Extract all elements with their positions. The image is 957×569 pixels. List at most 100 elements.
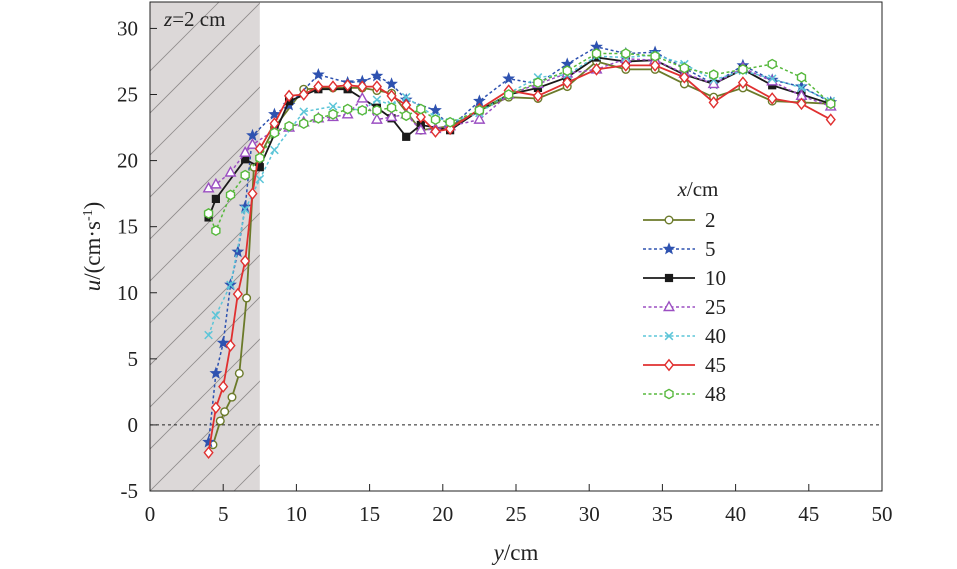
y-tick-label: 10	[117, 281, 138, 305]
series-48	[203, 48, 836, 237]
data-point-45	[825, 113, 836, 126]
series-line-45	[207, 64, 832, 453]
legend-label-5: 5	[705, 237, 716, 261]
hatch-line	[150, 212, 260, 324]
legend-label-2: 2	[705, 208, 716, 232]
data-point-5	[385, 77, 398, 90]
y-axis-title-unit: /(cm·s	[80, 221, 105, 280]
data-point-40	[797, 83, 806, 93]
hatch-line	[402, 2, 891, 491]
data-point-48	[430, 114, 441, 126]
x-tick-label: 30	[579, 502, 600, 526]
data-point-45	[620, 59, 631, 72]
x-tick-label: 10	[286, 502, 307, 526]
cross-stroke	[226, 280, 235, 290]
data-point-48	[372, 104, 382, 116]
hatch-line	[780, 2, 957, 491]
data-point-25	[239, 146, 252, 157]
data-point-25	[246, 138, 259, 149]
data-point-25	[209, 177, 222, 189]
legend-label-40: 40	[705, 324, 726, 348]
legend-label-45: 45	[705, 353, 726, 377]
data-point-48	[284, 120, 294, 132]
series-line-5	[207, 46, 832, 443]
legend-marker-5	[662, 242, 676, 255]
hatch-line	[570, 2, 957, 491]
data-point-45	[532, 89, 544, 103]
shaded-region-hatch	[150, 2, 957, 491]
data-point-45	[796, 97, 807, 111]
legend-label-10: 10	[705, 266, 726, 290]
series-line-40	[207, 54, 832, 336]
data-point-5	[209, 366, 223, 379]
legend-marker-48	[664, 388, 674, 400]
data-point-2	[220, 407, 230, 417]
data-point-45	[562, 76, 573, 89]
x-tick-label: 45	[798, 502, 819, 526]
hatch-line	[738, 2, 957, 491]
x-tick-label: 50	[872, 502, 893, 526]
data-point-25	[224, 165, 237, 177]
y-tick-label: 0	[128, 413, 139, 437]
hatch-line	[150, 296, 260, 408]
data-point-48	[621, 48, 631, 59]
data-point-45	[430, 125, 441, 138]
data-point-48	[591, 48, 602, 59]
data-point-45	[371, 80, 383, 93]
cross-stroke	[767, 74, 777, 83]
data-point-45	[298, 88, 309, 101]
cross-stroke	[664, 331, 674, 341]
hatch-line	[822, 2, 957, 491]
data-point-45	[218, 380, 229, 393]
data-point-5	[231, 245, 245, 258]
shaded-region-label-rest: =2 cm	[172, 7, 225, 31]
x-axis-title-var: y	[492, 540, 505, 565]
data-point-5	[268, 107, 281, 120]
data-point-45	[342, 78, 353, 92]
cross-stroke	[372, 95, 382, 105]
data-point-45	[708, 96, 719, 109]
legend-marker-25	[663, 300, 675, 312]
series-group	[202, 40, 838, 459]
data-point-45	[679, 71, 690, 84]
hatch-line	[150, 44, 260, 156]
data-point-48	[767, 58, 777, 70]
series-10	[204, 53, 835, 222]
y-axis-title-close: )	[80, 202, 105, 210]
data-point-40	[255, 174, 265, 184]
data-point-48	[445, 116, 455, 128]
data-point-48	[357, 104, 367, 116]
hatch-line	[528, 2, 957, 491]
data-point-48	[386, 102, 397, 114]
data-point-48	[826, 98, 836, 110]
y-axis-title-var: u	[80, 280, 105, 292]
data-point-25	[473, 112, 486, 124]
y-axis-ticks: -5 0 5 10 15 20 25 30	[117, 16, 157, 503]
data-point-48	[240, 169, 250, 181]
data-point-45	[247, 187, 258, 200]
x-tick-label: 0	[145, 502, 156, 526]
data-point-40	[767, 74, 777, 83]
data-point-25	[356, 91, 369, 103]
data-point-2	[242, 293, 252, 303]
cross-stroke	[270, 145, 279, 155]
data-point-25	[414, 123, 427, 135]
data-point-2	[234, 368, 244, 378]
legend-item-45: 45	[643, 353, 726, 377]
y-tick-label: -5	[121, 479, 139, 503]
data-point-48	[416, 103, 426, 115]
data-point-2	[215, 416, 225, 426]
shaded-region-label-var: z	[163, 7, 172, 31]
data-point-48	[562, 65, 572, 77]
data-point-45	[313, 80, 324, 93]
data-point-5	[246, 128, 259, 141]
x-tick-label: 20	[432, 502, 453, 526]
data-point-5	[216, 336, 230, 349]
data-point-45	[415, 110, 426, 124]
legend-label-48: 48	[705, 382, 726, 406]
data-point-48	[708, 69, 719, 81]
data-point-45	[357, 80, 368, 93]
hatch-line	[948, 2, 957, 491]
legend-item-5: 5	[643, 237, 716, 261]
